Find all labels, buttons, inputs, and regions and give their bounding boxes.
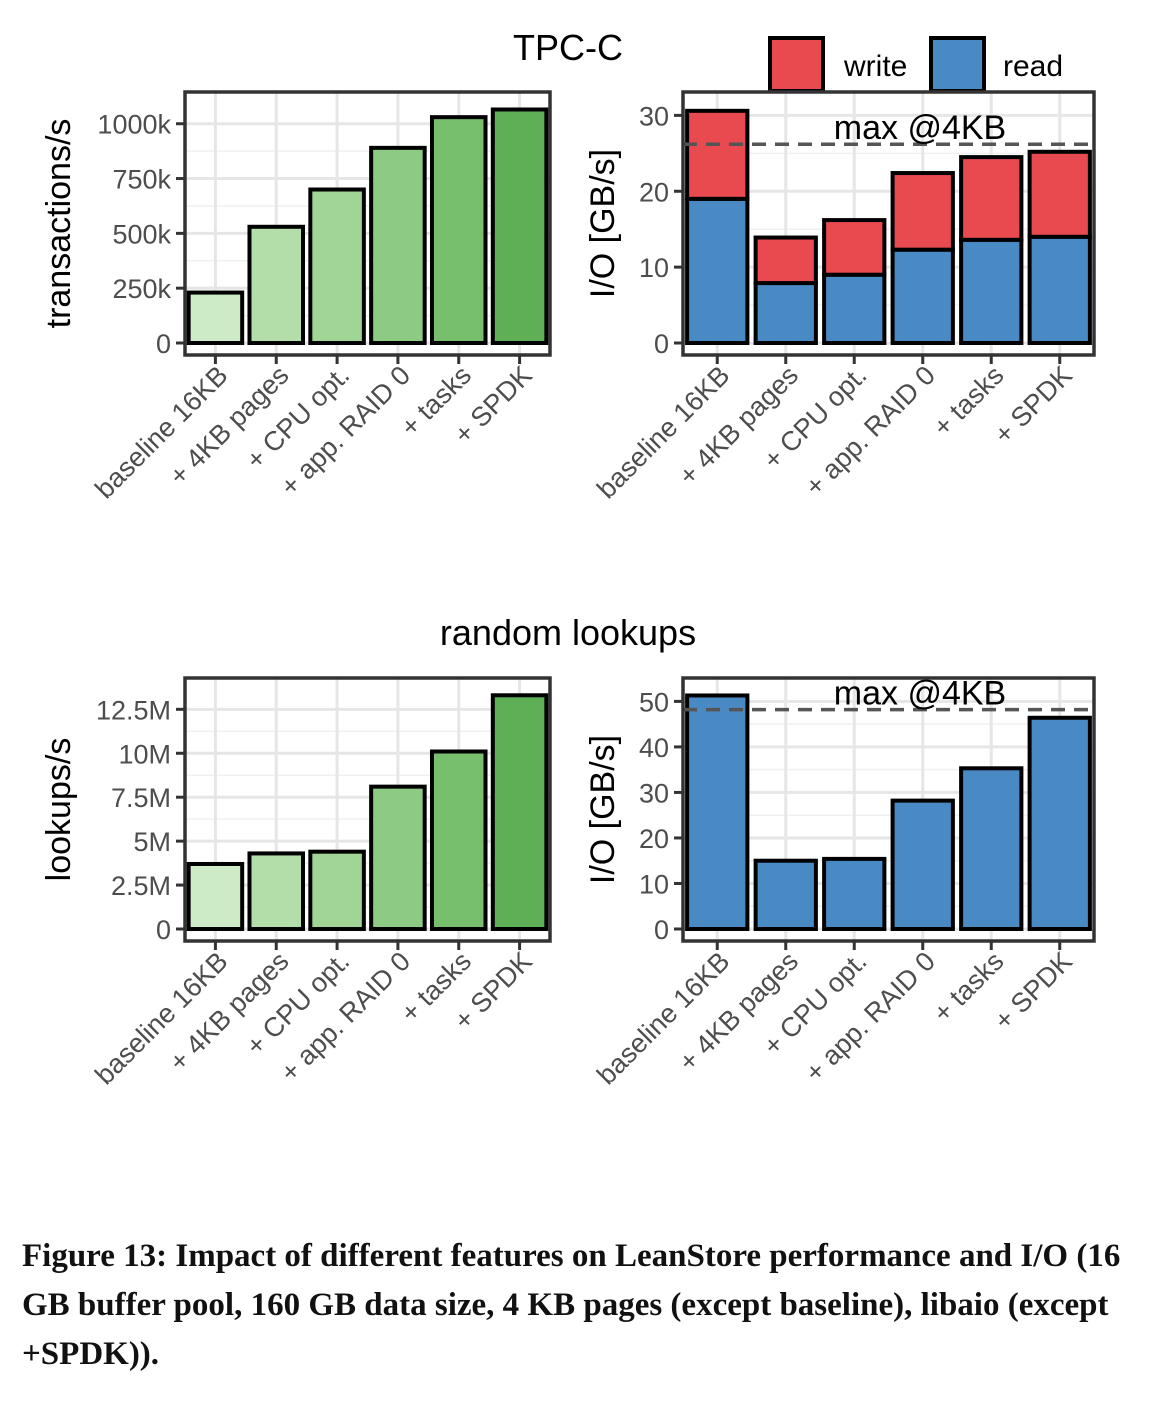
- bar-write: [685, 108, 750, 201]
- legend-swatch-read: [929, 36, 986, 93]
- y-tick-label: 7.5M: [111, 783, 171, 813]
- reference-line-label: max @4KB: [834, 109, 1006, 147]
- y-tick-label: 0: [156, 329, 171, 359]
- legend-label-write: write: [843, 50, 907, 83]
- plot-background: [683, 678, 1094, 941]
- bar-write: [822, 218, 887, 277]
- x-tick-label: + SPDK: [988, 946, 1078, 1036]
- plot-background: [185, 92, 550, 355]
- bar: [490, 693, 549, 931]
- y-axis-label: I/O [GB/s]: [584, 735, 622, 884]
- y-axis-label: lookups/s: [40, 738, 78, 882]
- x-tick-label: + 4KB pages: [673, 360, 804, 491]
- bar-read: [890, 247, 955, 345]
- y-tick-label: 750k: [112, 165, 171, 195]
- panel-border: [681, 90, 1096, 357]
- bar: [753, 858, 818, 932]
- group-title-random-lookups: random lookups: [440, 612, 696, 653]
- bar: [429, 115, 488, 345]
- legend-swatch-write: [768, 36, 825, 93]
- bar-write: [753, 235, 818, 286]
- y-tick-label: 12.5M: [96, 695, 171, 725]
- bar-read: [685, 196, 750, 345]
- y-tick-label: 2.5M: [111, 871, 171, 901]
- legend-label-read: read: [1003, 50, 1063, 83]
- bar: [959, 766, 1024, 932]
- figure-canvas: TPC-C random lookups write read 0250k500…: [40, 27, 1096, 1090]
- bar: [822, 856, 887, 931]
- bar-read: [959, 237, 1024, 345]
- bar: [369, 784, 427, 931]
- y-tick-label: 40: [639, 733, 669, 763]
- y-tick-label: 250k: [112, 274, 171, 304]
- bar: [247, 851, 306, 932]
- bar: [186, 861, 245, 932]
- bar: [308, 849, 366, 931]
- y-tick-label: 0: [654, 329, 669, 359]
- bar-write: [959, 155, 1024, 242]
- bar-read: [753, 281, 818, 345]
- panel-border: [183, 676, 552, 943]
- y-tick-label: 1000k: [97, 110, 171, 140]
- y-tick-label: 500k: [112, 219, 171, 249]
- panel-border: [183, 90, 552, 357]
- y-axis-label: transactions/s: [40, 119, 78, 329]
- x-tick-label: + 4KB pages: [673, 946, 804, 1077]
- bar-read: [1027, 234, 1092, 345]
- y-tick-label: 10M: [118, 739, 171, 769]
- y-tick-label: 50: [639, 687, 669, 717]
- group-title-tpcc: TPC-C: [513, 27, 623, 68]
- figure-caption: Figure 13: Impact of different features …: [22, 1238, 1121, 1372]
- y-tick-label: 20: [639, 177, 669, 207]
- y-tick-label: 30: [639, 101, 669, 131]
- y-tick-label: 30: [639, 778, 669, 808]
- bar: [890, 798, 955, 931]
- bar: [186, 290, 245, 346]
- y-tick-label: 5M: [133, 827, 171, 857]
- x-tick-label: + SPDK: [988, 360, 1078, 450]
- y-tick-label: 10: [639, 869, 669, 899]
- bar: [490, 107, 549, 345]
- panel-border: [681, 676, 1096, 943]
- bar: [308, 187, 366, 345]
- bar-write: [890, 171, 955, 252]
- y-axis-label: I/O [GB/s]: [584, 149, 622, 298]
- legend: write read: [768, 36, 1063, 93]
- y-tick-label: 20: [639, 824, 669, 854]
- y-tick-label: 0: [156, 915, 171, 945]
- reference-line-label: max @4KB: [834, 675, 1006, 713]
- bar: [1027, 715, 1092, 931]
- bar: [369, 145, 427, 345]
- plot-background: [683, 92, 1094, 355]
- bar-read: [822, 272, 887, 346]
- y-tick-label: 10: [639, 253, 669, 283]
- bar: [429, 749, 488, 931]
- plot-background: [185, 678, 550, 941]
- bar: [685, 693, 750, 931]
- y-tick-label: 0: [654, 915, 669, 945]
- bar-write: [1027, 149, 1092, 239]
- bar: [247, 224, 306, 345]
